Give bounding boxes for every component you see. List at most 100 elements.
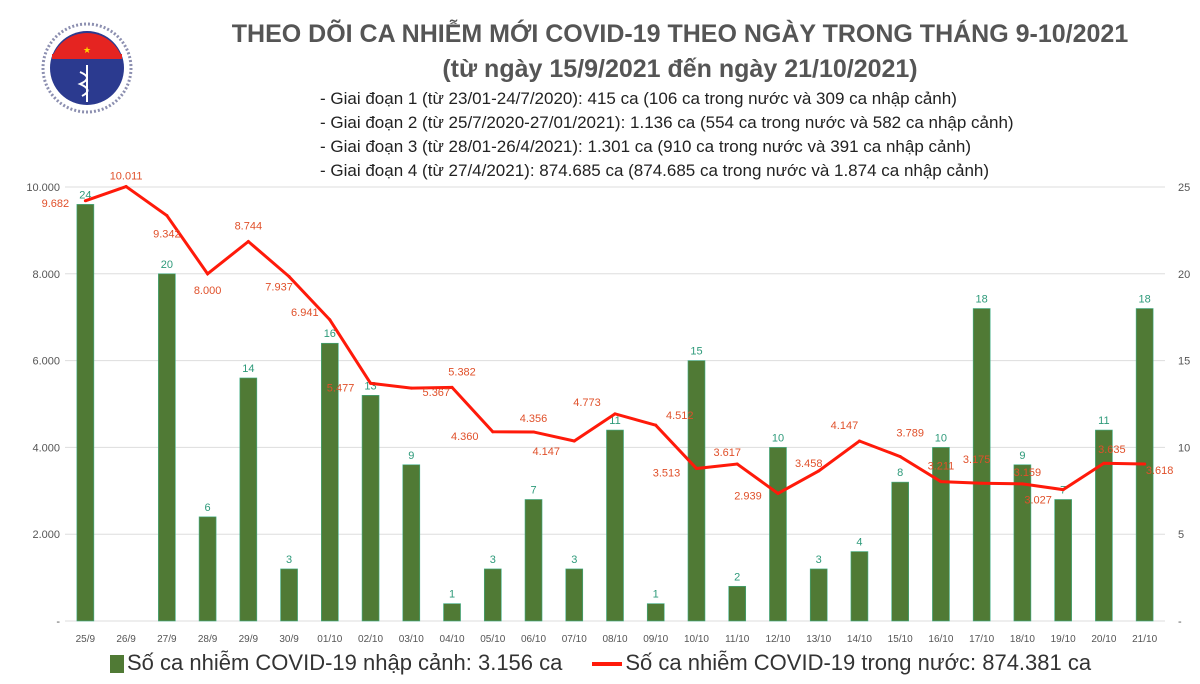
line-point-18/10 xyxy=(1020,482,1024,486)
line-point-10/10 xyxy=(694,467,698,471)
line-data-label: 9.682 xyxy=(42,198,70,210)
line-data-label: 3.789 xyxy=(896,428,924,440)
bar-data-label: 2 xyxy=(734,571,740,583)
bar-data-label: 16 xyxy=(324,328,336,340)
bar-data-label: 11 xyxy=(1098,415,1109,427)
line-data-label: 5.367 xyxy=(423,387,451,399)
bar-imported-20/10 xyxy=(1095,429,1113,622)
x-axis-tick-label: 13/10 xyxy=(806,634,831,645)
line-point-27/9 xyxy=(165,214,169,218)
stage-3-summary: - Giai đoạn 3 (từ 28/01-26/4/2021): 1.30… xyxy=(320,137,972,156)
x-axis-tick-label: 29/9 xyxy=(239,634,259,645)
x-axis-tick-label: 25/9 xyxy=(76,634,96,645)
stage-2-summary: - Giai đoạn 2 (từ 25/7/2020-27/01/2021):… xyxy=(320,113,1014,132)
x-axis-tick-label: 09/10 xyxy=(643,634,668,645)
line-point-07/10 xyxy=(572,439,576,443)
stage-1-summary: - Giai đoạn 1 (từ 23/01-24/7/2020): 415 … xyxy=(320,89,957,108)
line-data-label: 4.356 xyxy=(520,413,548,425)
bar-data-label: 20 xyxy=(161,259,173,271)
x-axis-tick-label: 01/10 xyxy=(317,634,342,645)
legend-label-imported: Số ca nhiễm COVID-19 nhập cảnh: 3.156 ca xyxy=(127,650,563,675)
line-data-label: 4.360 xyxy=(451,431,479,443)
x-axis-tick-label: 02/10 xyxy=(358,634,383,645)
bar-imported-28/9 xyxy=(198,516,217,622)
bar-data-label: 8 xyxy=(897,467,903,479)
line-point-08/10 xyxy=(613,412,617,416)
bar-imported-06/10 xyxy=(524,499,543,622)
line-point-09/10 xyxy=(654,423,658,427)
line-point-20/10 xyxy=(1102,461,1106,465)
x-axis-tick-label: 26/9 xyxy=(116,634,136,645)
bar-data-label: 3 xyxy=(816,554,822,566)
line-point-17/10 xyxy=(980,481,984,485)
left-axis-tick-label: 8.000 xyxy=(32,269,60,281)
line-data-label: 3.211 xyxy=(928,461,955,473)
bar-data-label: 3 xyxy=(571,554,577,566)
bar-data-label: 14 xyxy=(242,363,254,375)
svg-text:★: ★ xyxy=(83,45,91,55)
bar-imported-14/10 xyxy=(850,551,869,622)
right-axis-tick-label: - xyxy=(1178,616,1182,628)
line-point-11/10 xyxy=(735,462,739,466)
x-axis-tick-label: 12/10 xyxy=(765,634,790,645)
ministry-of-health-logo: ★ xyxy=(40,20,135,120)
line-data-label: 3.618 xyxy=(1146,465,1174,477)
bar-imported-27/9 xyxy=(158,273,176,622)
right-axis-tick-label: 5 xyxy=(1178,529,1184,541)
x-axis-tick-label: 07/10 xyxy=(562,634,587,645)
bar-imported-16/10 xyxy=(932,447,950,622)
line-data-label: 3.617 xyxy=(713,447,741,459)
line-data-label: 4.147 xyxy=(532,446,560,458)
right-axis-tick-label: 15 xyxy=(1178,356,1190,368)
line-point-21/10 xyxy=(1143,462,1147,466)
bar-data-label: 10 xyxy=(772,432,784,444)
x-axis-tick-label: 08/10 xyxy=(602,634,627,645)
right-axis-tick-label: 20 xyxy=(1178,269,1190,281)
x-axis-tick-label: 11/10 xyxy=(725,634,750,645)
line-point-29/9 xyxy=(246,240,250,244)
left-axis-tick-label: 10.000 xyxy=(26,182,60,194)
bar-imported-11/10 xyxy=(728,585,747,622)
x-axis-tick-label: 10/10 xyxy=(684,634,709,645)
line-data-label: 4.773 xyxy=(573,397,601,409)
bar-data-label: 7 xyxy=(530,484,536,496)
bar-imported-08/10 xyxy=(606,429,624,622)
bar-data-label: 9 xyxy=(408,450,414,462)
bar-imported-17/10 xyxy=(972,308,991,622)
line-data-label: 9.342 xyxy=(153,229,181,241)
bar-data-label: 3 xyxy=(490,554,496,566)
bar-imported-19/10 xyxy=(1054,499,1072,622)
line-data-label: 8.744 xyxy=(235,221,263,233)
line-point-12/10 xyxy=(776,491,780,495)
bar-data-label: 18 xyxy=(1139,294,1151,306)
bar-imported-13/10 xyxy=(809,568,828,622)
line-data-label: 3.513 xyxy=(653,468,681,480)
x-axis-tick-label: 21/10 xyxy=(1132,634,1157,645)
right-axis-tick-label: 25 xyxy=(1178,182,1190,194)
line-point-25/9 xyxy=(83,199,87,203)
line-data-label: 3.458 xyxy=(795,458,823,470)
line-data-label: 6.941 xyxy=(291,307,319,319)
x-axis-tick-label: 14/10 xyxy=(847,634,872,645)
x-axis-tick-label: 03/10 xyxy=(399,634,424,645)
bar-imported-04/10 xyxy=(443,603,461,622)
line-data-label: 4.512 xyxy=(666,410,694,422)
bar-data-label: 11 xyxy=(609,415,620,427)
x-axis-tick-label: 28/9 xyxy=(198,634,218,645)
x-axis-tick-label: 17/10 xyxy=(969,634,994,645)
bar-imported-18/10 xyxy=(1013,464,1032,622)
legend-bar-swatch xyxy=(110,655,124,674)
x-axis-tick-label: 18/10 xyxy=(1010,634,1035,645)
bar-data-label: 1 xyxy=(653,589,659,601)
chart-title: THEO DÕI CA NHIỄM MỚI COVID-19 THEO NGÀY… xyxy=(231,20,1129,48)
left-axis-tick-label: - xyxy=(56,616,60,628)
line-data-label: 3.635 xyxy=(1098,444,1126,456)
x-axis-tick-label: 04/10 xyxy=(440,634,465,645)
line-data-label: 3.175 xyxy=(963,454,991,466)
x-axis-tick-label: 15/10 xyxy=(888,634,913,645)
line-point-14/10 xyxy=(857,439,861,443)
line-point-05/10 xyxy=(491,430,495,434)
bar-imported-09/10 xyxy=(646,603,665,622)
